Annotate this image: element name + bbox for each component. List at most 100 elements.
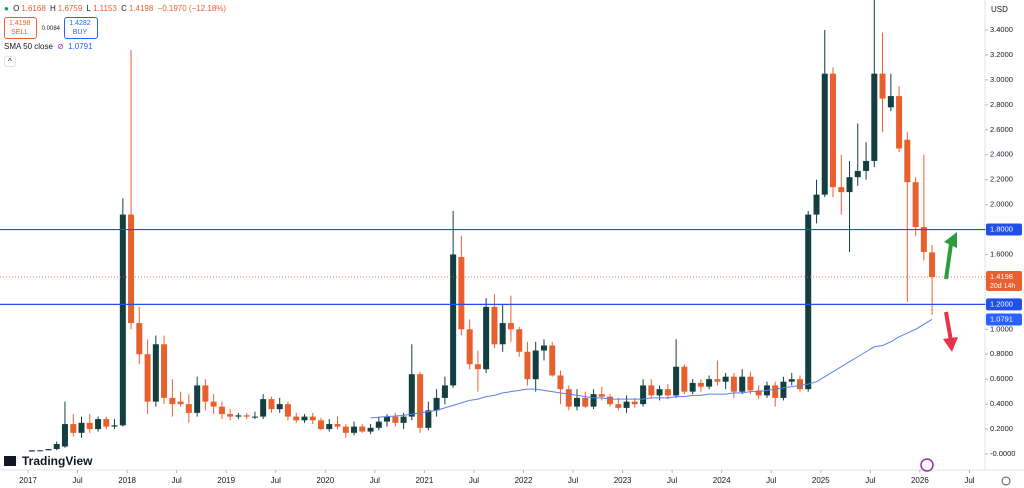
current-price-label: 1.4198 — [990, 272, 1013, 281]
candle-body — [598, 394, 605, 397]
candle-body — [689, 382, 696, 392]
sma-label: SMA 50 close — [4, 42, 53, 51]
settings-icon[interactable] — [1001, 476, 1011, 486]
candle-body — [466, 329, 473, 365]
candle-body — [227, 414, 234, 417]
sell-label: SELL — [11, 29, 29, 36]
candle-body — [788, 379, 795, 382]
y-tick-label: 3.4000 — [990, 25, 1013, 34]
y-tick-label: 2.2000 — [990, 175, 1013, 184]
candle-body — [342, 426, 349, 433]
candle-body — [681, 366, 688, 392]
sell-button[interactable]: 1.4198 SELL — [4, 17, 38, 39]
candle-body — [871, 73, 878, 161]
candle-body — [144, 354, 151, 402]
candle-body — [607, 396, 614, 405]
sma-value: 1.0791 — [68, 42, 93, 51]
candle-body — [664, 389, 671, 396]
candle-body — [796, 379, 803, 390]
candle-body — [301, 416, 308, 421]
sma-icon[interactable]: ⊘ — [57, 42, 64, 51]
candle-body — [838, 187, 845, 193]
candle-body — [408, 374, 415, 417]
currency-label: USD — [991, 5, 1008, 14]
candle-body — [854, 170, 861, 178]
price-label-box — [986, 223, 1022, 236]
y-tick-label: 1.6000 — [990, 249, 1013, 258]
candle-body — [896, 96, 903, 149]
candle-body — [53, 444, 60, 450]
y-tick-label: 0.8000 — [990, 349, 1013, 358]
sma-legend: SMA 50 close ⊘ 1.0791 — [4, 42, 95, 51]
x-tick-label: 2024 — [713, 476, 731, 485]
candle-body — [78, 422, 85, 433]
y-tick-label: 3.2000 — [990, 50, 1013, 59]
y-tick-label: -0.0000 — [990, 449, 1015, 458]
candle-body — [615, 404, 622, 408]
candle-body — [912, 182, 919, 228]
candle-body — [474, 364, 481, 370]
candle-body — [532, 350, 539, 380]
x-tick-label: 2020 — [316, 476, 334, 485]
legend-change: −0.1970 (−12.18%) — [157, 4, 227, 13]
candle-body — [375, 421, 382, 428]
collapse-button[interactable]: ^ — [4, 56, 16, 67]
trade-buttons: 1.4198 SELL 0.0084 1.4282 BUY — [4, 17, 100, 39]
x-tick-label: Jul — [370, 476, 380, 485]
candle-body — [433, 397, 440, 411]
candle-body — [202, 385, 209, 402]
candle-body — [37, 450, 44, 452]
candle-body — [45, 449, 52, 451]
countdown-label: 20d 14h — [990, 283, 1015, 290]
candle-body — [152, 344, 159, 402]
replay-icon[interactable] — [920, 458, 934, 472]
candle-body — [640, 385, 647, 405]
candle-body — [70, 424, 77, 433]
candle-body — [549, 345, 556, 376]
candle-body — [582, 397, 589, 407]
buy-price: 1.4282 — [69, 20, 91, 27]
down-arrow-head — [943, 337, 958, 352]
candle-body — [161, 344, 168, 398]
y-tick-label: 1.0000 — [990, 324, 1013, 333]
candle-body — [86, 422, 93, 430]
candle-body — [177, 401, 184, 405]
candle-body — [251, 416, 258, 418]
candle-body — [260, 399, 267, 417]
candle-body — [425, 410, 432, 428]
x-tick-label: Jul — [72, 476, 82, 485]
candle-body — [780, 381, 787, 398]
candle-body — [491, 306, 498, 345]
candle-body — [194, 385, 201, 413]
candle-body — [103, 419, 110, 427]
candle-body — [119, 214, 126, 426]
candle-body — [243, 415, 250, 417]
candle-body — [284, 404, 291, 417]
candle-body — [821, 73, 828, 195]
candle-body — [846, 177, 853, 193]
plot-area — [0, 0, 985, 452]
buy-label: BUY — [72, 29, 88, 36]
candle-body — [887, 96, 894, 108]
candle-body — [218, 406, 225, 415]
candle-body — [293, 416, 300, 421]
candle-body — [673, 366, 680, 396]
buy-button[interactable]: 1.4282 BUY — [64, 17, 98, 39]
logo-text: TradingView — [22, 454, 93, 468]
candle-body — [920, 227, 927, 252]
candle-body — [574, 397, 581, 407]
legend-letter: C — [121, 4, 127, 13]
candle-body — [268, 399, 275, 410]
candle-body — [656, 389, 663, 396]
y-tick-label: 2.8000 — [990, 100, 1013, 109]
y-tick-label: 0.4000 — [990, 399, 1013, 408]
legend-value: 1.1153 — [92, 4, 117, 13]
candle-body — [565, 389, 572, 407]
up-arrow-head — [944, 232, 957, 248]
legend-letter: L — [86, 4, 91, 13]
candle-body — [730, 376, 737, 392]
candle-body — [507, 323, 514, 330]
candle-body — [111, 425, 118, 427]
